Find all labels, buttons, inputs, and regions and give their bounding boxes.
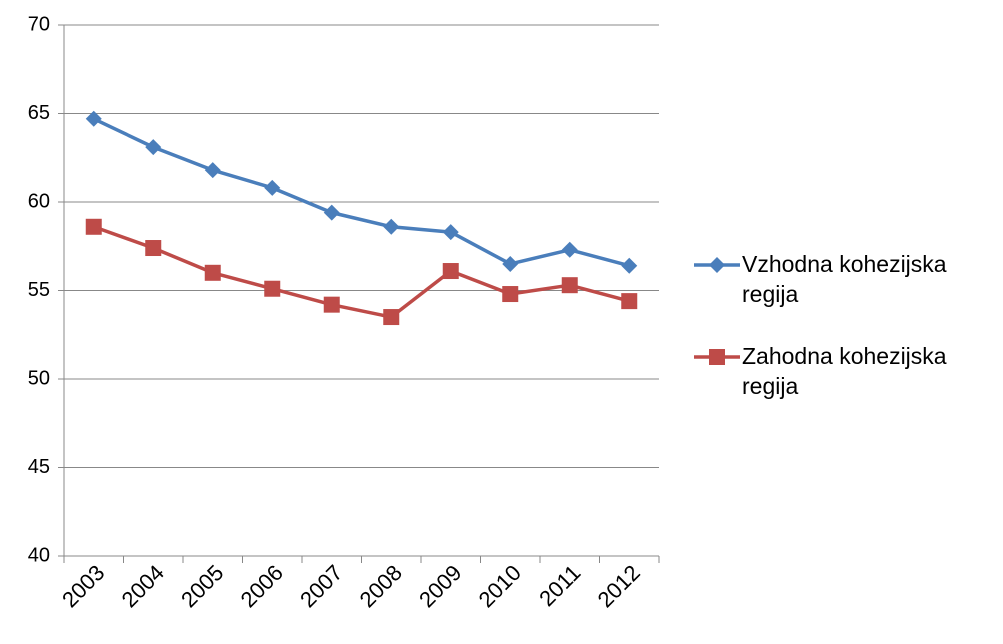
- x-tick-label: 2003: [57, 560, 109, 612]
- marker: [85, 218, 102, 235]
- series-line: [93, 225, 630, 319]
- marker: [709, 257, 725, 273]
- marker: [621, 293, 638, 310]
- legend-label: Vzhodna kohezijska regija: [742, 251, 947, 307]
- y-tick-label: 45: [28, 456, 50, 478]
- x-tick-label: 2008: [355, 560, 407, 612]
- marker: [502, 255, 519, 272]
- series-line: [92, 117, 630, 268]
- legend-label: Zahodna kohezijska regija: [742, 343, 947, 399]
- marker: [383, 309, 400, 326]
- x-tick-label: 2005: [176, 560, 228, 612]
- marker: [323, 296, 340, 313]
- x-tick-label: 2007: [295, 560, 347, 612]
- x-tick-label: 2009: [414, 560, 466, 612]
- marker: [85, 110, 102, 127]
- x-tick-label: 2006: [236, 560, 288, 612]
- marker: [145, 240, 162, 257]
- x-tick-label: 2010: [474, 560, 526, 612]
- marker: [204, 264, 221, 281]
- marker: [323, 204, 340, 221]
- y-tick-label: 50: [28, 367, 50, 389]
- marker: [561, 241, 578, 258]
- marker: [264, 179, 281, 196]
- y-tick-label: 70: [28, 13, 50, 35]
- marker: [561, 277, 578, 294]
- marker: [204, 162, 221, 179]
- marker: [502, 286, 519, 303]
- x-tick-label: 2011: [534, 560, 585, 611]
- y-tick-label: 60: [28, 190, 50, 212]
- marker: [442, 263, 459, 280]
- y-tick-label: 65: [28, 102, 50, 124]
- marker: [145, 139, 162, 156]
- x-tick-label: 2004: [117, 560, 169, 612]
- y-tick-label: 40: [28, 544, 50, 566]
- x-tick-label: 2012: [593, 560, 645, 612]
- marker: [264, 280, 281, 297]
- marker: [442, 224, 459, 241]
- y-tick-label: 55: [28, 279, 50, 301]
- marker: [621, 257, 638, 274]
- marker: [709, 349, 725, 365]
- marker: [383, 218, 400, 235]
